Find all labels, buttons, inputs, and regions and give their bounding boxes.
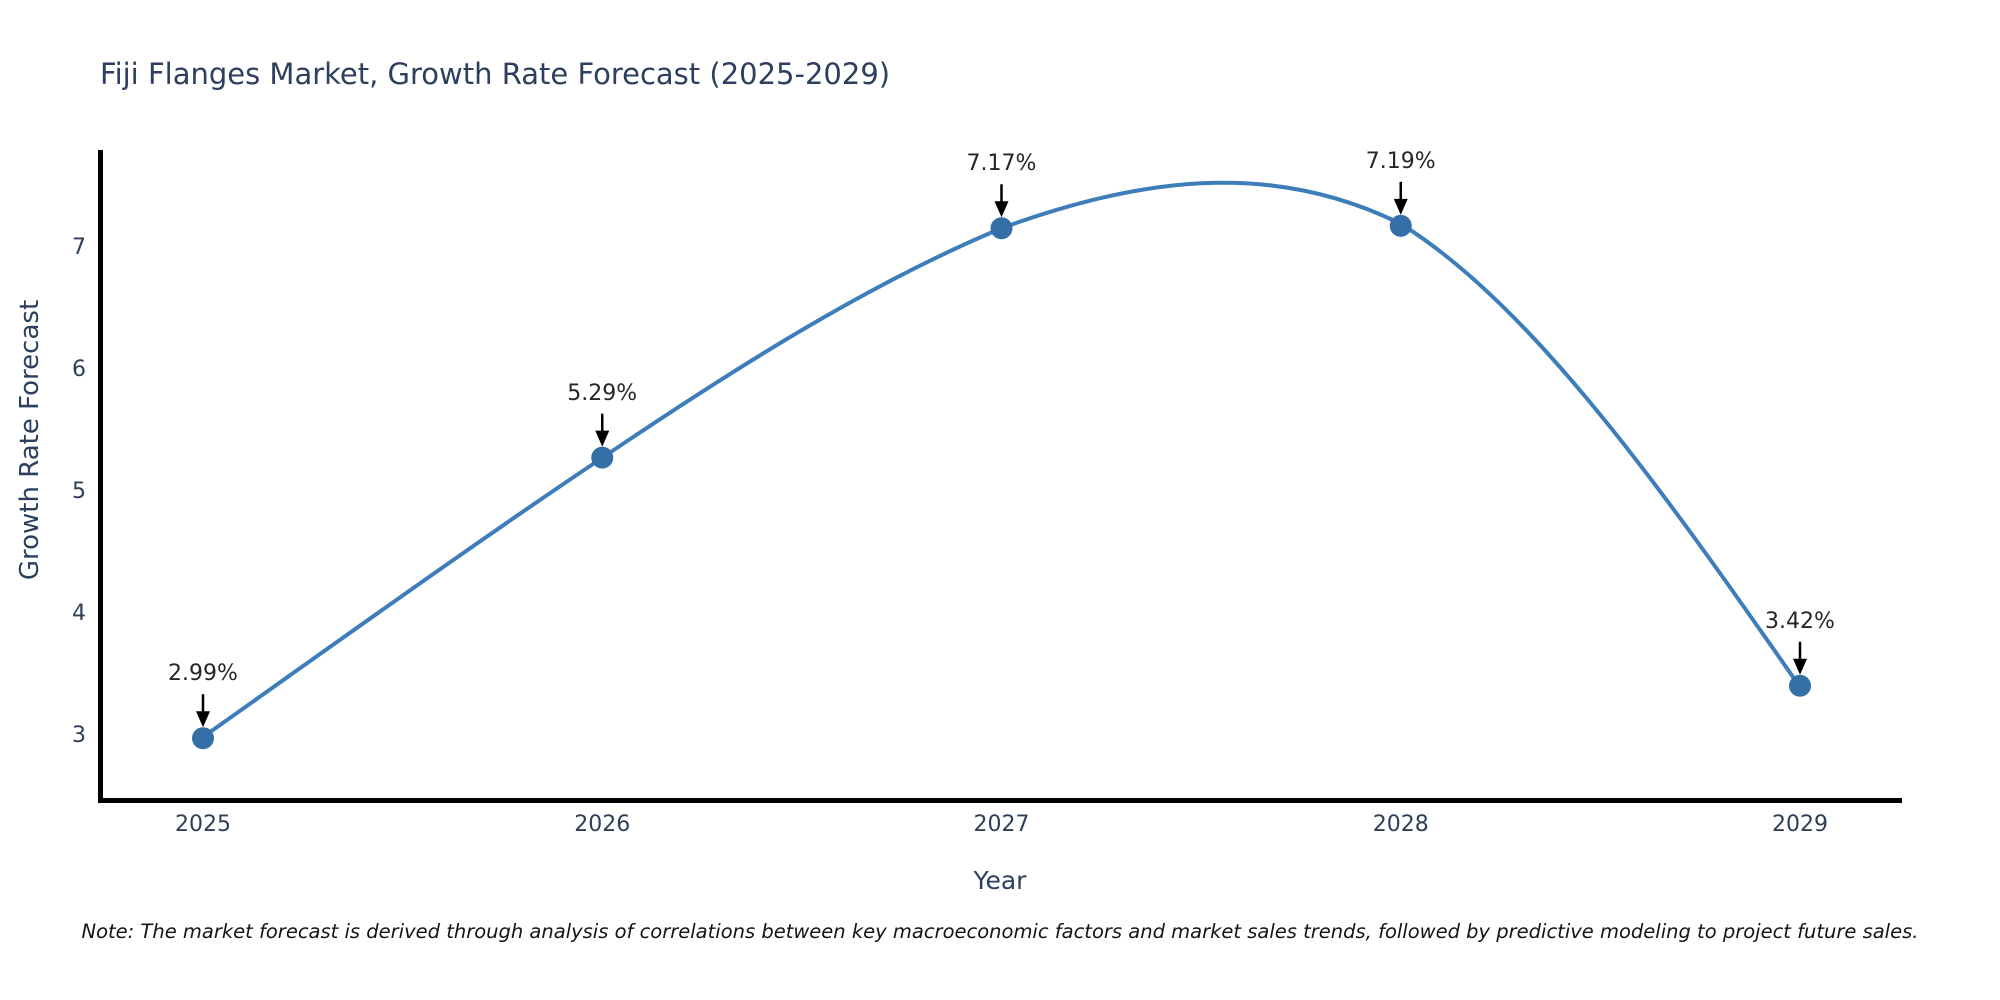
annotation-arrowhead <box>1393 198 1408 215</box>
chart-title: Fiji Flanges Market, Growth Rate Forecas… <box>100 57 891 92</box>
y-axis-title: Growth Rate Forecast <box>15 299 45 581</box>
annotation-arrowhead <box>1793 658 1807 675</box>
annotation-arrowhead <box>994 201 1009 218</box>
footnote: Note: The market forecast is derived thr… <box>81 920 1919 943</box>
data-point-label: 7.19% <box>1365 148 1436 174</box>
data-point-marker <box>1389 214 1412 237</box>
data-point-marker <box>591 446 614 469</box>
forecast-line <box>201 180 1802 739</box>
data-markers <box>192 214 1811 750</box>
annotation-arrowhead <box>595 430 610 447</box>
data-point-marker <box>192 727 214 750</box>
x-tick-label: 2026 <box>574 812 631 837</box>
x-tick-label: 2027 <box>973 812 1030 837</box>
data-point-marker <box>990 217 1013 240</box>
x-tick-label: 2029 <box>1772 812 1828 837</box>
y-axis-spine <box>98 150 103 803</box>
data-point-label: 2.99% <box>168 661 238 687</box>
data-point-label: 3.42% <box>1765 608 1835 634</box>
data-point-marker <box>1789 674 1811 697</box>
y-tick-label: 5 <box>72 479 86 504</box>
x-axis-spine <box>98 798 1902 803</box>
y-tick-label: 4 <box>72 601 86 626</box>
annotation-arrowhead <box>196 711 210 728</box>
y-tick-label: 6 <box>72 357 86 382</box>
x-axis-title: Year <box>973 866 1027 895</box>
annotation-arrows <box>196 181 1807 728</box>
y-tick-label: 7 <box>72 235 86 260</box>
x-tick-label: 2028 <box>1372 812 1429 837</box>
data-point-label: 7.17% <box>966 151 1037 177</box>
data-point-label: 5.29% <box>567 380 638 406</box>
y-tick-label: 3 <box>72 723 86 748</box>
x-tick-label: 2025 <box>175 812 231 837</box>
